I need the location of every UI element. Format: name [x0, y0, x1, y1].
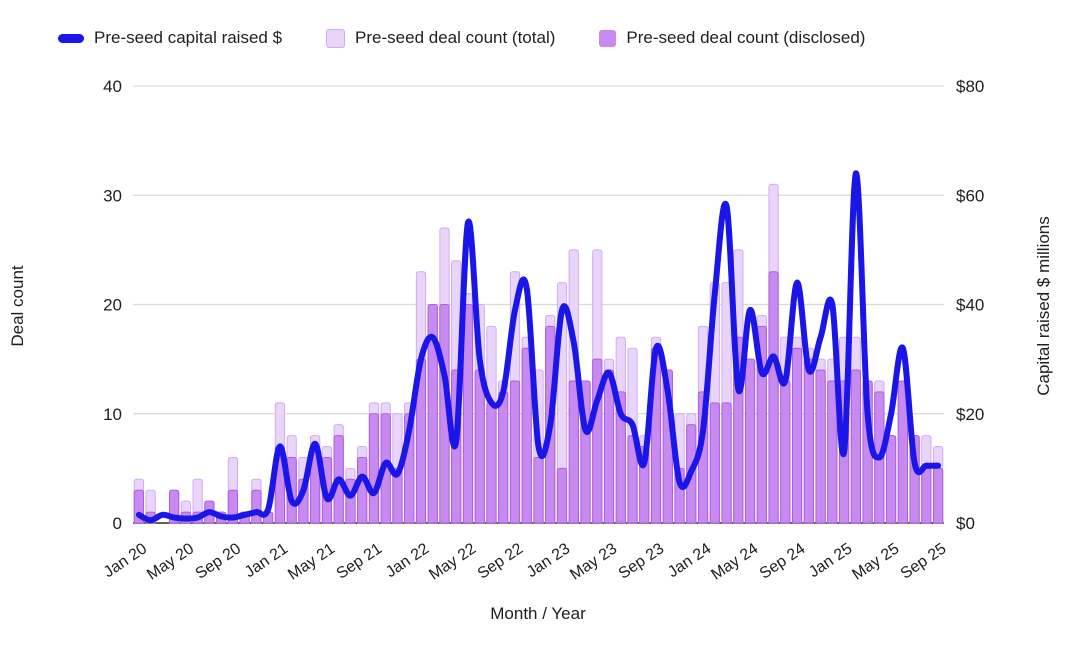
bar-disclosed: [509, 380, 521, 524]
x-axis-tick-label: Sep 20: [193, 540, 245, 583]
bar-disclosed: [533, 456, 544, 524]
bar-disclosed: [568, 380, 579, 524]
bar-disclosed: [357, 456, 368, 524]
bar-disclosed: [521, 347, 532, 524]
left-axis-tick-label: 40: [103, 77, 122, 96]
bar-disclosed: [850, 369, 861, 524]
right-axis-tick-label: $20: [956, 405, 984, 424]
legend-label-disclosed: Pre-seed deal count (disclosed): [626, 28, 866, 47]
bar-disclosed: [803, 358, 814, 524]
x-axis-tick-label: Sep 21: [334, 540, 386, 583]
bar-disclosed: [791, 347, 803, 524]
x-axis-tick-label: Jan 20: [101, 540, 150, 581]
bar-disclosed: [251, 489, 262, 524]
bar-disclosed: [933, 467, 944, 524]
x-axis-title: Month / Year: [490, 604, 586, 623]
legend-item-capital: Pre-seed capital raised $: [58, 28, 282, 48]
legend-item-disclosed: Pre-seed deal count (disclosed): [599, 28, 865, 48]
x-axis-tick-label: May 23: [567, 540, 620, 583]
bar-disclosed: [885, 435, 897, 524]
x-axis-tick-label: Jan 23: [524, 540, 573, 581]
bar-disclosed: [498, 391, 509, 524]
bar-disclosed: [709, 402, 720, 524]
x-axis-tick-label: Sep 24: [757, 540, 809, 583]
legend-label-total: Pre-seed deal count (total): [355, 28, 556, 47]
right-axis-tick-label: $80: [956, 77, 984, 96]
x-axis-tick-label: Jan 21: [242, 540, 291, 581]
bar-disclosed: [721, 402, 732, 524]
bar-disclosed: [744, 358, 756, 524]
bar-disclosed: [556, 467, 568, 524]
x-axis-tick-label: Jan 24: [665, 540, 714, 581]
legend-label-capital: Pre-seed capital raised $: [94, 28, 283, 47]
right-axis-tick-label: $0: [956, 514, 975, 533]
bar-disclosed: [780, 380, 791, 524]
legend: Pre-seed capital raised $ Pre-seed deal …: [58, 28, 865, 48]
x-axis-tick-label: May 21: [285, 540, 338, 583]
left-axis-tick-label: 30: [103, 186, 122, 205]
deal-disclosed-swatch-icon: [599, 29, 617, 47]
bar-disclosed: [486, 402, 497, 524]
bar-disclosed: [427, 304, 438, 524]
right-axis-tick-label: $60: [956, 186, 984, 205]
bar-disclosed: [921, 467, 932, 524]
left-axis-tick-label: 0: [113, 514, 122, 533]
x-axis-tick-label: Jan 25: [806, 540, 855, 581]
x-axis-tick-label: May 25: [849, 540, 902, 583]
left-axis-tick-label: 10: [103, 405, 122, 424]
deal-total-swatch-icon: [326, 28, 346, 48]
capital-raised-line: [135, 170, 942, 524]
capital-line-swatch-icon: [58, 33, 84, 43]
x-axis-tick-label: Sep 23: [616, 540, 668, 583]
x-axis-tick-label: Sep 25: [898, 540, 950, 583]
x-axis-tick-label: Sep 22: [475, 540, 527, 583]
bar-disclosed: [368, 413, 380, 524]
bar-disclosed: [474, 369, 485, 524]
x-axis-tick-label: May 24: [708, 540, 761, 583]
bar-disclosed: [827, 380, 838, 524]
legend-item-total: Pre-seed deal count (total): [326, 28, 555, 48]
bar-disclosed: [768, 271, 779, 524]
right-axis-tick-label: $40: [956, 296, 984, 315]
bar-disclosed: [815, 369, 826, 524]
bar-disclosed: [603, 369, 615, 524]
left-axis-tick-label: 20: [103, 296, 122, 315]
x-axis-tick-label: Jan 22: [383, 540, 432, 581]
x-axis-tick-label: May 22: [426, 540, 479, 583]
x-axis-tick-label: May 20: [144, 540, 197, 583]
bar-disclosed: [462, 304, 474, 524]
